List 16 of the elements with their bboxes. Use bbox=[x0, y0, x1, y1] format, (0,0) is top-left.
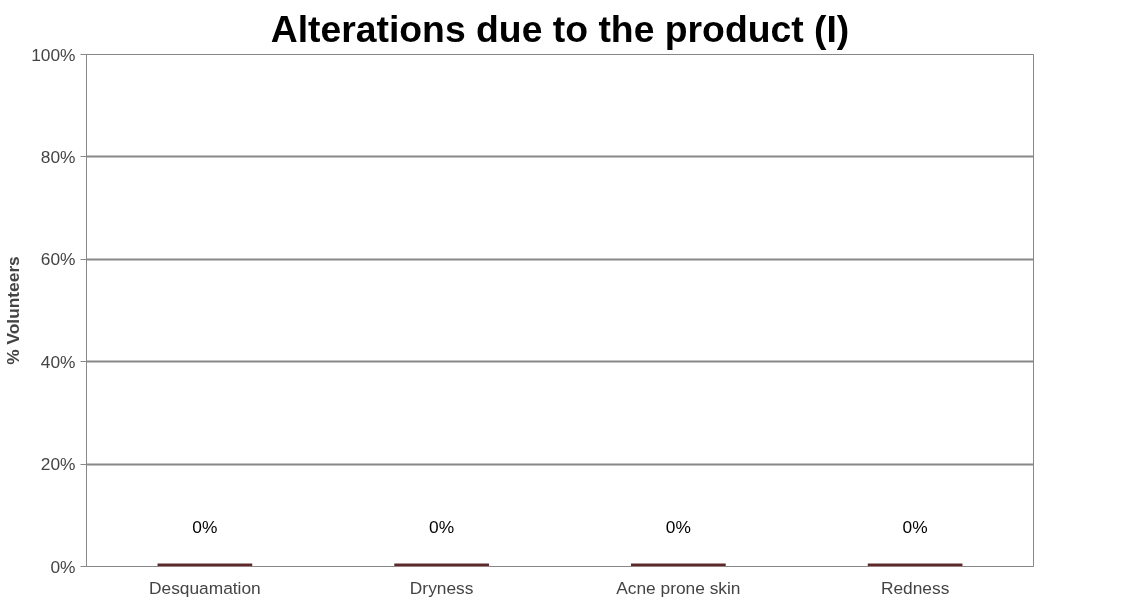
y-tick-label: 20% bbox=[40, 454, 76, 475]
data-label: 0% bbox=[902, 516, 928, 537]
x-tick-label: Desquamation bbox=[149, 577, 261, 598]
x-tick-label: Dryness bbox=[409, 577, 474, 598]
x-tick-label: Redness bbox=[880, 577, 950, 598]
y-axis-title: % Volunteers bbox=[3, 256, 24, 365]
data-label: 0% bbox=[192, 516, 218, 537]
y-tick-label: 80% bbox=[40, 146, 76, 167]
y-tick-label: 60% bbox=[40, 249, 76, 270]
data-label: 0% bbox=[429, 516, 455, 537]
x-tick-label: Acne prone skin bbox=[616, 577, 741, 598]
chart-title: Alterations due to the product (I) bbox=[270, 7, 850, 50]
y-tick-label: 40% bbox=[40, 351, 76, 372]
data-label: 0% bbox=[665, 516, 691, 537]
y-tick-label: 0% bbox=[50, 556, 76, 577]
y-tick-label: 100% bbox=[31, 44, 76, 65]
